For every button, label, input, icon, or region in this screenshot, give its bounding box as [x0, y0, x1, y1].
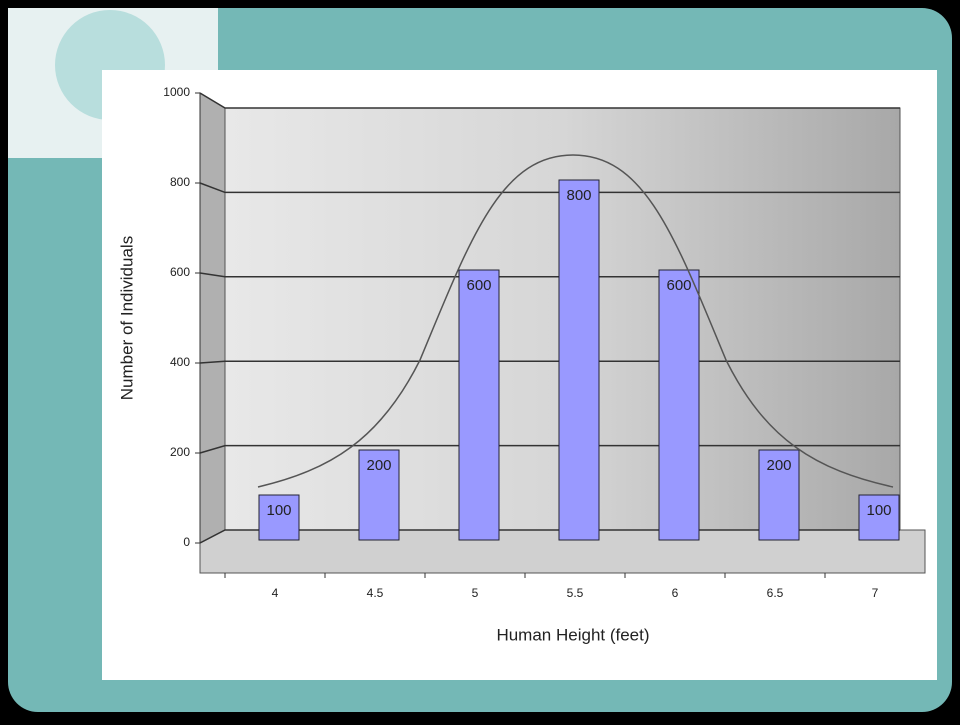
x-axis-label: Human Height (feet)	[496, 625, 649, 644]
bar	[658, 269, 700, 541]
bar	[558, 179, 600, 541]
bars: 100 200 600 800 600 200 100	[258, 179, 900, 541]
y-tick-label: 1000	[163, 85, 190, 99]
y-tick-label: 800	[170, 175, 190, 189]
value-label: 200	[766, 457, 791, 474]
y-axis-label: Number of Individuals	[117, 236, 136, 400]
y-tick-label: 400	[170, 355, 190, 369]
y-tick-label: 200	[170, 445, 190, 459]
y-tick-label: 0	[183, 535, 190, 549]
y-tick-label: 600	[170, 265, 190, 279]
value-label: 800	[566, 187, 591, 204]
value-label: 100	[266, 502, 291, 519]
bar	[858, 494, 900, 541]
bar	[258, 494, 300, 541]
x-tick-label: 4	[272, 586, 279, 600]
value-label: 600	[666, 277, 691, 294]
x-tick-label: 7	[872, 586, 879, 600]
x-tick-label: 4.5	[367, 586, 384, 600]
bell-curve	[257, 154, 894, 488]
x-tick-label: 5.5	[567, 586, 584, 600]
x-tick-label: 6	[672, 586, 679, 600]
x-tick-label: 6.5	[767, 586, 784, 600]
grid-line	[199, 182, 900, 194]
bar	[458, 269, 500, 541]
value-label: 100	[866, 502, 891, 519]
grid-line	[199, 92, 900, 109]
bar	[358, 449, 400, 541]
x-tick-label: 5	[472, 586, 479, 600]
side-wall	[199, 92, 226, 544]
value-label: 200	[366, 457, 391, 474]
bar	[758, 449, 800, 541]
value-label: 600	[466, 277, 491, 294]
